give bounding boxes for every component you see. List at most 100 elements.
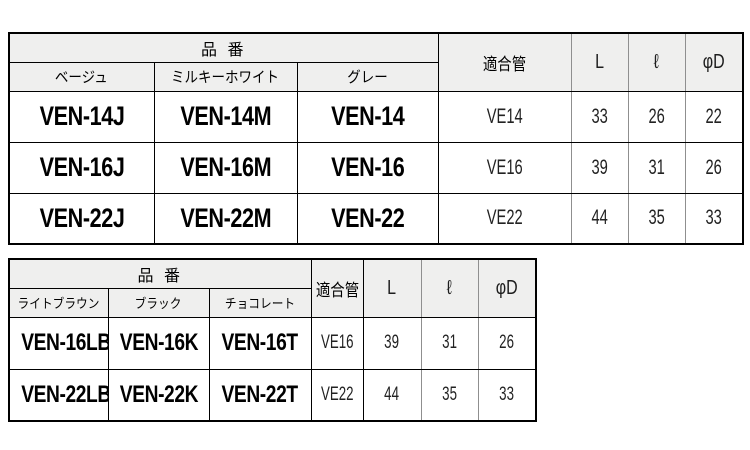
table-row: VEN-22LB VEN-22K VEN-22T VE22 44 35 33: [8, 368, 537, 422]
dim-small-l-text: 26: [648, 104, 665, 128]
part-number-text: VEN-22T: [221, 380, 299, 408]
column-header-beige: ベージュ: [8, 61, 155, 92]
dim-L-text: 44: [591, 206, 608, 230]
column-header-phi-d: φD: [684, 32, 744, 92]
compatible-pipe-text: VE16: [486, 155, 523, 179]
dim-phi-d-cell: 33: [684, 192, 744, 245]
part-number-text: VEN-16J: [39, 152, 125, 182]
part-number-cell: VEN-22K: [107, 368, 210, 422]
column-header-phi-d: φD: [477, 258, 537, 318]
compatible-pipe-text: VE16: [320, 332, 354, 353]
part-number-cell: VEN-22: [296, 192, 439, 245]
part-number-cell: VEN-14J: [8, 90, 155, 143]
part-number-text: VEN-22J: [39, 202, 125, 233]
dim-L-cell: 39: [362, 316, 422, 370]
part-number-group-label: 品 番: [201, 41, 247, 59]
dim-phi-d-text: 33: [499, 383, 515, 405]
part-number-cell: VEN-16T: [208, 316, 312, 370]
compatible-pipe-text: VE14: [486, 104, 523, 128]
dim-L-text: 39: [591, 155, 608, 179]
column-header-small-l: ℓ: [627, 32, 686, 92]
table-header-row-colors: ベージュ ミルキーホワイト グレー: [8, 61, 743, 92]
part-number-text: VEN-22K: [119, 380, 198, 408]
part-number-text: VEN-16: [330, 152, 405, 182]
dim-small-l-label: ℓ: [653, 50, 660, 73]
light-brown-label: ライトブラウン: [17, 295, 100, 311]
compatible-pipe-cell: VE16: [437, 141, 572, 194]
dim-L-cell: 44: [362, 368, 422, 422]
part-number-text: VEN-16LB: [21, 329, 108, 356]
compatible-pipe-text: VE22: [320, 383, 354, 405]
compatible-pipe-text: VE22: [486, 206, 523, 230]
part-number-cell: VEN-22LB: [8, 368, 109, 422]
part-number-text: VEN-22LB: [21, 380, 108, 408]
part-number-cell: VEN-22J: [8, 192, 155, 245]
chocolate-label: チョコレート: [224, 295, 296, 311]
compatible-pipe-cell: VE22: [310, 368, 364, 422]
dim-phi-d-text: 33: [705, 206, 722, 230]
dim-phi-d-text: 22: [705, 104, 722, 128]
part-number-group-header: 品 番: [8, 32, 439, 63]
dim-small-l-cell: 31: [420, 316, 479, 370]
part-number-text: VEN-16M: [180, 152, 271, 182]
dim-phi-d-label: φD: [702, 50, 725, 73]
dim-phi-d-text: 26: [499, 332, 515, 353]
part-number-text: VEN-14M: [180, 101, 271, 131]
compatible-pipe-cell: VE22: [437, 192, 572, 245]
dim-small-l-text: 35: [648, 206, 665, 230]
dim-phi-d-cell: 26: [684, 141, 744, 194]
compatible-pipe-cell: VE14: [437, 90, 572, 143]
compatible-pipe-cell: VE16: [310, 316, 364, 370]
table-row: VEN-22J VEN-22M VEN-22 VE22 44 35 33: [8, 192, 744, 245]
column-header-L: L: [362, 258, 422, 318]
column-header-compatible-pipe: 適合管: [310, 258, 364, 318]
dim-phi-d-cell: 22: [684, 90, 744, 143]
part-number-cell: VEN-16M: [153, 141, 298, 194]
dim-small-l-text: 31: [648, 155, 665, 179]
table-row: VEN-14J VEN-14M VEN-14 VE14 33 26 22: [8, 90, 744, 143]
dim-phi-d-cell: 33: [477, 368, 537, 422]
gray-label: グレー: [347, 69, 388, 86]
part-number-group-header: 品 番: [8, 258, 312, 289]
spec-table-dark-colors: 品 番 適合管 L ℓ φD ライトブラウン ブラック チョコレート VEN-1…: [8, 258, 538, 422]
part-number-text: VEN-14: [330, 101, 405, 131]
milky-white-label: ミルキーホワイト: [171, 69, 280, 86]
part-number-text: VEN-16T: [221, 329, 299, 356]
part-number-cell: VEN-16K: [107, 316, 210, 370]
table-header-row-colors: ライトブラウン ブラック チョコレート: [8, 287, 536, 318]
part-number-cell: VEN-14M: [153, 90, 298, 143]
dim-L-cell: 44: [570, 192, 629, 245]
black-label: ブラック: [135, 295, 182, 311]
dim-L-cell: 39: [570, 141, 629, 194]
compatible-pipe-label: 適合管: [315, 280, 359, 300]
column-header-L: L: [570, 32, 629, 92]
column-header-light-brown: ライトブラウン: [8, 287, 109, 318]
dim-L-label: L: [387, 276, 397, 299]
dim-L-text: 33: [591, 104, 608, 128]
part-number-cell: VEN-16J: [8, 141, 155, 194]
compatible-pipe-label: 適合管: [482, 54, 527, 74]
part-number-text: VEN-22M: [180, 202, 271, 233]
dim-small-l-cell: 26: [627, 90, 686, 143]
table-row: VEN-16LB VEN-16K VEN-16T VE16 39 31 26: [8, 316, 537, 370]
column-header-chocolate: チョコレート: [208, 287, 312, 318]
part-number-text: VEN-22: [330, 202, 405, 233]
column-header-gray: グレー: [296, 61, 439, 92]
part-number-group-label: 品 番: [137, 267, 183, 285]
table-header-row-group: 品 番 適合管 L ℓ φD: [8, 32, 744, 92]
column-header-milky-white: ミルキーホワイト: [153, 61, 298, 92]
part-number-text: VEN-14J: [39, 101, 125, 131]
part-number-cell: VEN-16: [296, 141, 439, 194]
dim-phi-d-label: φD: [495, 276, 518, 299]
dim-small-l-text: 31: [442, 332, 457, 353]
dim-small-l-cell: 35: [627, 192, 686, 245]
part-number-cell: VEN-16LB: [8, 316, 109, 370]
dim-L-cell: 33: [570, 90, 629, 143]
spec-table-standard-colors: 品 番 適合管 L ℓ φD ベージュ ミルキーホワイト グレー VEN-14J…: [8, 32, 745, 245]
table-row: VEN-16J VEN-16M VEN-16 VE16 39 31 26: [8, 141, 744, 194]
part-number-cell: VEN-14: [296, 90, 439, 143]
dim-L-label: L: [595, 50, 604, 73]
table-header-row-group: 品 番 適合管 L ℓ φD: [8, 258, 537, 318]
part-number-cell: VEN-22T: [208, 368, 312, 422]
